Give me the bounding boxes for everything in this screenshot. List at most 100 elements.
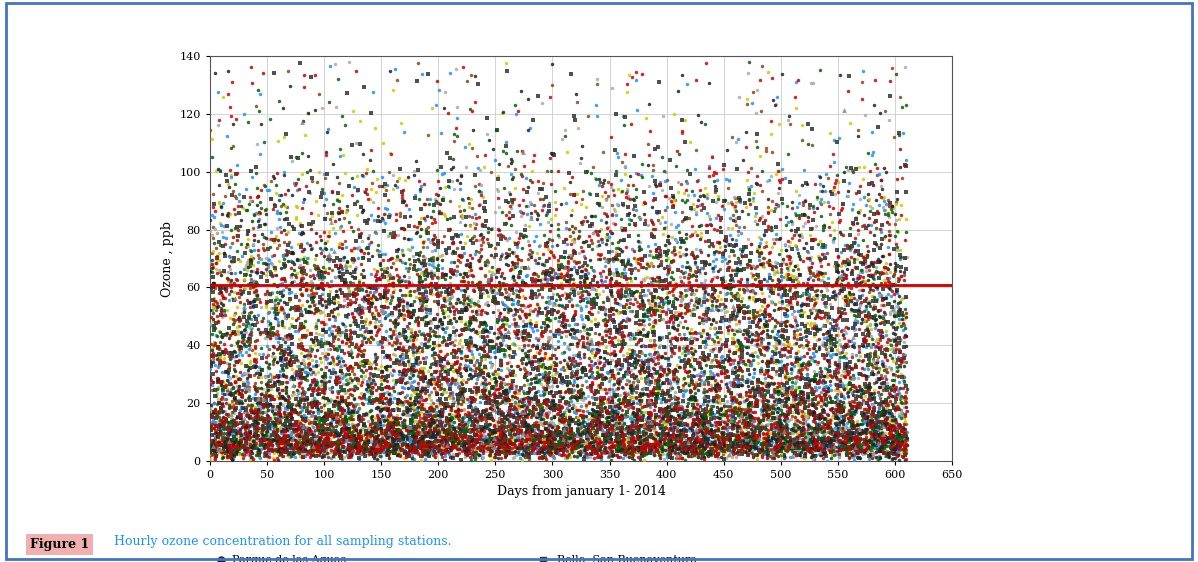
Point <box>768 389 787 398</box>
Point <box>651 420 670 429</box>
Point <box>722 235 742 244</box>
Point <box>827 365 846 374</box>
Point <box>679 335 698 344</box>
Point <box>701 437 720 446</box>
Point <box>774 438 793 447</box>
Point <box>676 420 695 429</box>
Point <box>659 396 678 405</box>
Point <box>634 311 653 320</box>
Point <box>897 394 916 403</box>
Point <box>243 296 262 305</box>
Point <box>224 437 243 446</box>
Point <box>410 250 429 259</box>
Point <box>642 442 661 451</box>
Point <box>443 238 462 247</box>
Point <box>407 165 426 174</box>
Point <box>246 429 265 438</box>
Point <box>667 437 686 446</box>
Point <box>271 411 290 420</box>
Point <box>606 412 625 421</box>
Point <box>258 402 277 411</box>
Point <box>331 417 350 426</box>
Point <box>213 430 232 439</box>
Point <box>839 407 858 416</box>
Point <box>781 444 800 453</box>
Point <box>472 423 491 432</box>
Point <box>438 384 458 393</box>
Point <box>435 270 454 279</box>
Point <box>247 418 266 427</box>
Point <box>701 450 720 459</box>
Point <box>353 392 373 401</box>
Point <box>591 425 610 434</box>
Point <box>371 437 391 446</box>
Point <box>574 333 593 342</box>
Point <box>612 246 631 255</box>
Point <box>879 389 898 398</box>
Point <box>833 419 852 428</box>
Point <box>238 382 258 391</box>
Point <box>789 255 809 264</box>
Point <box>661 446 680 455</box>
Point <box>763 379 782 388</box>
Point <box>860 262 879 271</box>
Point <box>748 351 767 360</box>
Point <box>775 383 794 392</box>
Point <box>443 387 462 396</box>
Point <box>664 448 683 457</box>
Point <box>409 371 428 380</box>
Point <box>420 327 440 336</box>
Point <box>466 446 485 455</box>
Point <box>540 421 559 430</box>
Point <box>624 357 643 366</box>
Point <box>311 334 331 343</box>
Point <box>300 436 319 445</box>
Point <box>773 396 792 405</box>
Point <box>807 203 827 212</box>
Point <box>807 359 827 368</box>
Point <box>649 383 668 392</box>
Point <box>855 325 875 334</box>
Point <box>513 262 532 271</box>
Point <box>297 253 316 262</box>
Point <box>470 301 489 310</box>
Point <box>512 427 531 436</box>
Point <box>500 333 519 342</box>
Point <box>218 452 237 461</box>
Point <box>222 269 241 278</box>
Point <box>551 365 570 374</box>
Point <box>803 447 822 456</box>
Point <box>610 255 629 264</box>
Point <box>794 438 813 447</box>
Point <box>474 332 494 341</box>
Point <box>496 445 515 454</box>
Point <box>212 426 231 435</box>
Point <box>322 327 341 336</box>
Point <box>416 436 435 445</box>
Point <box>474 373 494 382</box>
Point <box>207 251 226 260</box>
Point <box>767 359 786 368</box>
Point <box>380 446 399 455</box>
Point <box>444 418 464 427</box>
Point <box>258 420 277 429</box>
Point <box>631 451 651 460</box>
Point <box>543 422 562 431</box>
Point <box>573 406 592 415</box>
Point <box>364 430 383 439</box>
Point <box>273 366 292 375</box>
Point <box>887 333 906 342</box>
Point <box>381 431 400 440</box>
Point <box>873 379 893 388</box>
Point <box>885 310 904 319</box>
Point <box>435 297 454 306</box>
Point <box>476 308 495 317</box>
Point <box>333 425 352 434</box>
Point <box>226 438 246 447</box>
Point <box>468 420 488 429</box>
Point <box>631 442 651 451</box>
Point <box>326 326 345 335</box>
Point <box>772 194 791 203</box>
Point <box>743 391 762 400</box>
Point <box>567 393 586 402</box>
